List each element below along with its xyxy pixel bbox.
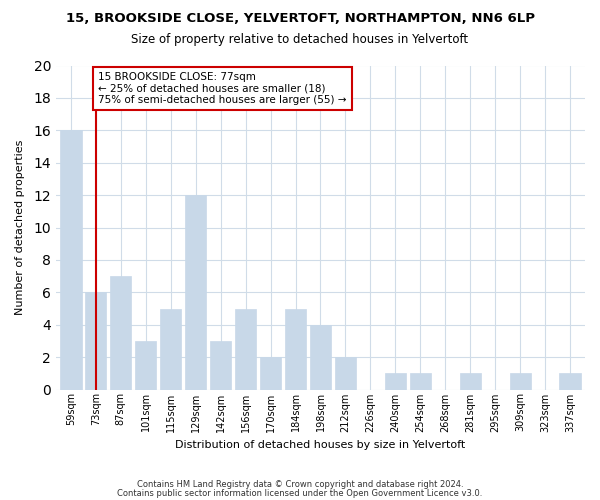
Text: Contains HM Land Registry data © Crown copyright and database right 2024.: Contains HM Land Registry data © Crown c…	[137, 480, 463, 489]
Bar	[235, 308, 256, 390]
Bar	[85, 292, 106, 390]
Bar	[310, 324, 331, 390]
Bar	[559, 374, 581, 390]
Bar	[335, 357, 356, 390]
Bar	[260, 357, 281, 390]
X-axis label: Distribution of detached houses by size in Yelvertoft: Distribution of detached houses by size …	[175, 440, 466, 450]
Bar	[460, 374, 481, 390]
Bar	[110, 276, 131, 390]
Bar	[385, 374, 406, 390]
Bar	[210, 341, 231, 390]
Y-axis label: Number of detached properties: Number of detached properties	[15, 140, 25, 315]
Bar	[509, 374, 531, 390]
Bar	[160, 308, 181, 390]
Text: Size of property relative to detached houses in Yelvertoft: Size of property relative to detached ho…	[131, 32, 469, 46]
Bar	[135, 341, 157, 390]
Text: 15 BROOKSIDE CLOSE: 77sqm
← 25% of detached houses are smaller (18)
75% of semi-: 15 BROOKSIDE CLOSE: 77sqm ← 25% of detac…	[98, 72, 347, 105]
Text: Contains public sector information licensed under the Open Government Licence v3: Contains public sector information licen…	[118, 489, 482, 498]
Bar	[410, 374, 431, 390]
Text: 15, BROOKSIDE CLOSE, YELVERTOFT, NORTHAMPTON, NN6 6LP: 15, BROOKSIDE CLOSE, YELVERTOFT, NORTHAM…	[65, 12, 535, 26]
Bar	[185, 195, 206, 390]
Bar	[285, 308, 306, 390]
Bar	[61, 130, 82, 390]
